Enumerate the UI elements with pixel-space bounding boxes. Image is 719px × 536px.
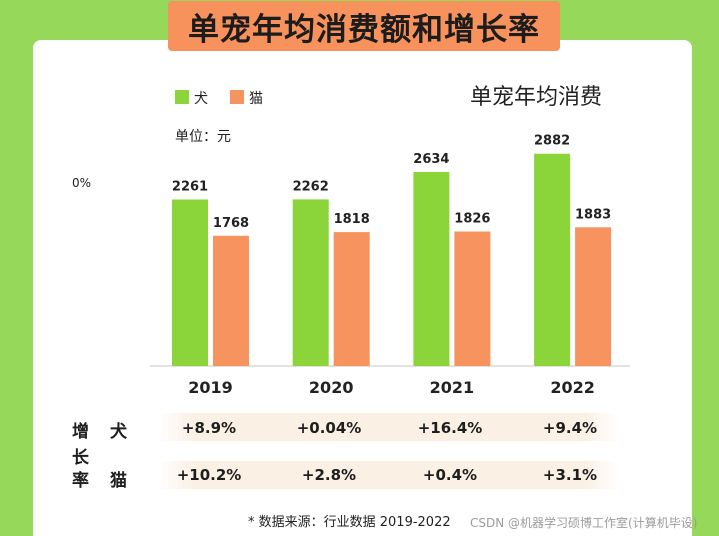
bar-cat-2019 — [213, 235, 249, 366]
legend-cat-label: 猫 — [249, 91, 263, 107]
data-label-dog-2021: 2634 — [413, 152, 449, 167]
growth-group-char-1: 增 — [72, 422, 89, 442]
growth-cell: +10.2% — [176, 466, 242, 484]
data-label-dog-2020: 2262 — [293, 179, 329, 194]
bar-dog-2022 — [534, 153, 571, 366]
banner-title: 单宠年均消费额和增长率 — [168, 1, 560, 51]
x-tick-label-2019: 2019 — [188, 378, 233, 397]
data-label-cat-2019: 1768 — [213, 216, 249, 231]
source-note: * 数据来源：行业数据 2019-2022 — [248, 515, 451, 530]
growth-cell: +3.1% — [542, 466, 598, 484]
growth-cell: +9.4% — [542, 419, 598, 437]
legend-dog-swatch — [175, 90, 189, 104]
x-tick-label-2021: 2021 — [430, 378, 475, 397]
growth-row-label-cat: 猫 — [110, 471, 127, 491]
bar-cat-2020 — [333, 232, 370, 366]
data-label-dog-2022: 2882 — [534, 134, 570, 149]
growth-group-char-3: 率 — [72, 471, 89, 491]
legend-cat-swatch — [230, 90, 244, 104]
growth-group-char-2: 长 — [72, 448, 89, 468]
watermark-text: CSDN @机器学习硕博工作室(计算机毕设) — [470, 516, 698, 530]
x-tick-label-2022: 2022 — [550, 378, 595, 397]
bar-dog-2020 — [292, 199, 329, 366]
data-label-cat-2021: 1826 — [454, 212, 490, 227]
growth-cell: +2.8% — [301, 466, 357, 484]
chart-title: 单宠年均消费 — [470, 85, 602, 110]
bar-chart: 犬 猫 单宠年均消费 单位：元 0% 2261 1768 2019 2262 1818 2… — [72, 85, 630, 397]
data-label-cat-2022: 1883 — [575, 207, 611, 222]
growth-cell: +8.9% — [181, 419, 237, 437]
growth-row-band-cat — [158, 461, 620, 489]
x-tick-label-2020: 2020 — [309, 378, 354, 397]
bar-dog-2019 — [172, 199, 208, 366]
growth-row-label-dog: 犬 — [110, 422, 127, 442]
bar-cat-2022 — [575, 227, 612, 366]
growth-row-band-dog — [158, 413, 620, 441]
stray-axis-label: 0% — [72, 176, 91, 190]
growth-cell: +0.04% — [296, 419, 362, 437]
data-label-dog-2019: 2261 — [172, 179, 208, 194]
growth-cell: +0.4% — [422, 466, 478, 484]
legend-dog-label: 犬 — [194, 91, 208, 107]
unit-label: 单位：元 — [175, 129, 231, 145]
bar-dog-2021 — [413, 172, 450, 366]
data-label-cat-2020: 1818 — [334, 212, 370, 227]
growth-cell: +16.4% — [417, 419, 483, 437]
bar-cat-2021 — [454, 231, 491, 366]
